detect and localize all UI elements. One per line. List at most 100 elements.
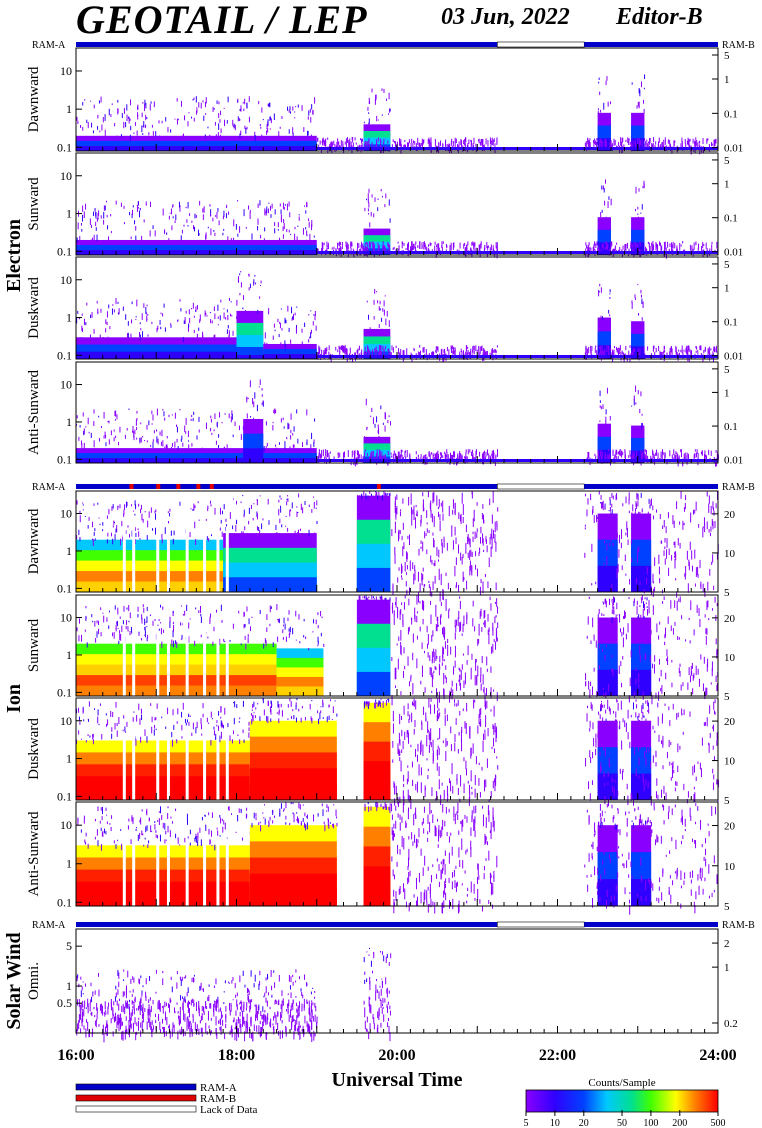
activity-band xyxy=(76,140,317,151)
speckle xyxy=(620,542,622,549)
speckle xyxy=(494,458,496,466)
speckle xyxy=(637,500,639,507)
speckle xyxy=(455,718,457,721)
speckle xyxy=(667,512,669,519)
speckle xyxy=(486,242,488,249)
speckle xyxy=(703,349,705,354)
speckle xyxy=(365,245,367,251)
speckle xyxy=(706,628,708,635)
speckle xyxy=(393,450,395,456)
speckle xyxy=(91,614,93,618)
speckle xyxy=(708,529,710,533)
speckle xyxy=(367,348,369,356)
speckle xyxy=(136,426,138,431)
speckle xyxy=(639,408,641,414)
speckle xyxy=(283,808,285,811)
speckle xyxy=(594,241,596,245)
speckle xyxy=(279,126,281,129)
speckle xyxy=(271,810,273,813)
speckle xyxy=(585,347,587,354)
speckle xyxy=(112,304,114,306)
speckle xyxy=(430,728,432,741)
speckle xyxy=(149,614,151,617)
speckle xyxy=(306,230,308,236)
speckle xyxy=(492,245,494,251)
speckle xyxy=(246,606,248,612)
speckle xyxy=(662,525,664,529)
speckle xyxy=(656,778,658,786)
speckle xyxy=(376,802,378,804)
speckle xyxy=(265,445,267,453)
speckle xyxy=(479,708,481,716)
speckle xyxy=(672,761,674,769)
speckle xyxy=(404,665,406,670)
speckle xyxy=(253,401,255,408)
speckle xyxy=(655,750,657,756)
speckle xyxy=(490,791,492,798)
speckle xyxy=(102,612,104,614)
speckle xyxy=(205,312,207,315)
speckle xyxy=(171,225,173,231)
speckle xyxy=(716,650,718,659)
speckle xyxy=(695,241,697,246)
speckle xyxy=(366,427,368,429)
speckle xyxy=(411,513,413,526)
speckle xyxy=(481,140,483,146)
speckle xyxy=(210,415,212,419)
speckle xyxy=(154,824,156,830)
speckle xyxy=(319,712,321,720)
speckle xyxy=(80,125,82,128)
speckle xyxy=(401,602,403,606)
speckle xyxy=(668,548,670,556)
speckle xyxy=(433,540,435,548)
speckle xyxy=(188,112,190,114)
speckle xyxy=(144,511,146,513)
speckle xyxy=(336,822,338,827)
speckle xyxy=(394,602,396,605)
speckle xyxy=(302,818,304,822)
speckle xyxy=(385,699,387,706)
speckle xyxy=(379,700,381,705)
speckle xyxy=(491,348,493,354)
speckle xyxy=(664,641,666,646)
speckle xyxy=(655,243,657,251)
speckle xyxy=(609,708,611,715)
speckle xyxy=(168,215,170,220)
speckle xyxy=(651,143,653,148)
speckle xyxy=(486,351,488,357)
speckle xyxy=(457,748,459,754)
speckle xyxy=(220,134,222,138)
speckle xyxy=(416,595,418,605)
speckle xyxy=(296,306,298,308)
speckle xyxy=(381,494,383,502)
speckle xyxy=(106,814,108,816)
speckle xyxy=(143,844,145,847)
speckle xyxy=(666,352,668,357)
speckle xyxy=(458,512,460,519)
speckle xyxy=(318,455,320,463)
speckle xyxy=(447,638,449,644)
speckle xyxy=(287,527,289,532)
speckle xyxy=(457,814,459,820)
speckle xyxy=(453,869,455,877)
speckle xyxy=(86,119,88,124)
speckle xyxy=(367,701,369,704)
speckle xyxy=(375,346,377,350)
speckle xyxy=(467,241,469,246)
speckle xyxy=(411,507,413,515)
speckle xyxy=(218,710,220,716)
speckle xyxy=(203,206,205,213)
speckle xyxy=(418,764,420,776)
speckle xyxy=(398,732,400,744)
speckle xyxy=(428,744,430,753)
speckle xyxy=(711,608,713,611)
speckle xyxy=(605,80,607,86)
speckle xyxy=(287,498,289,502)
speckle xyxy=(353,450,355,456)
speckle xyxy=(467,349,469,355)
speckle xyxy=(693,794,695,802)
speckle xyxy=(437,559,439,562)
speckle xyxy=(413,573,415,585)
speckle xyxy=(645,622,647,630)
